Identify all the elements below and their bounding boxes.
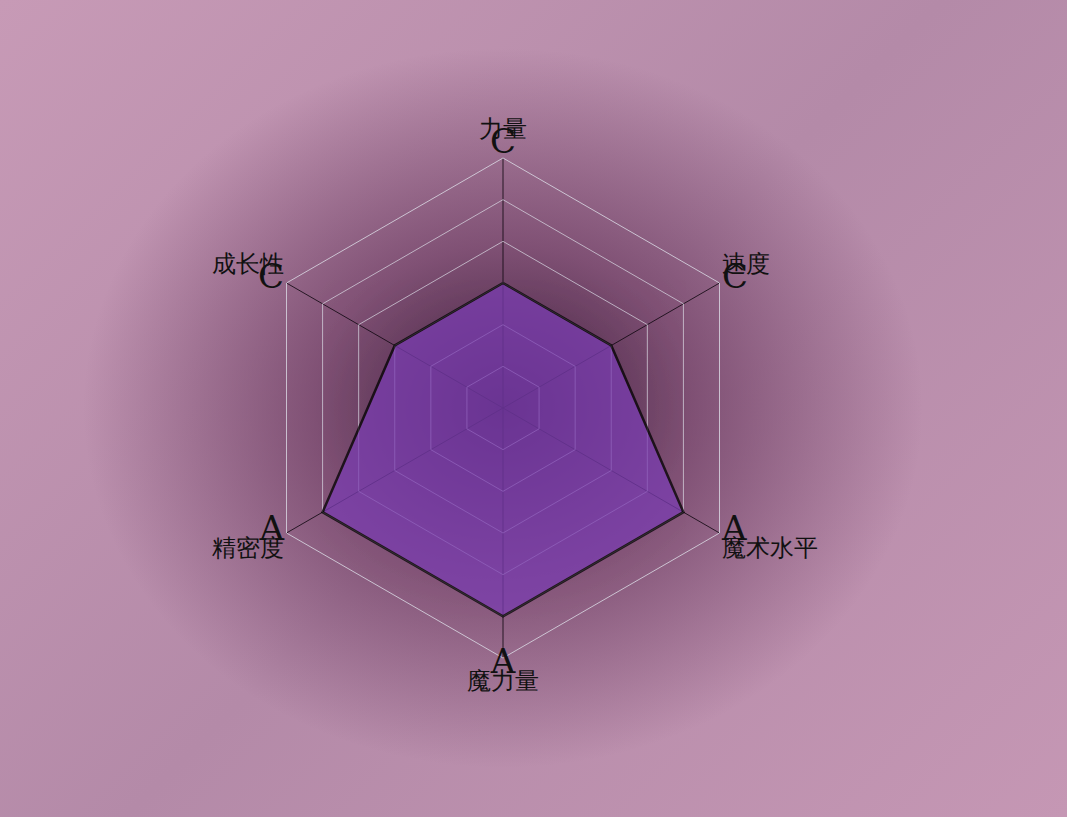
svg-text:力量C: 力量C: [479, 115, 527, 161]
svg-text:成长性C: 成长性C: [212, 250, 284, 296]
svg-text:A魔力量: A魔力量: [467, 641, 539, 695]
svg-text:速度C: 速度C: [722, 250, 770, 296]
svg-text:A魔术水平: A魔术水平: [721, 508, 818, 562]
svg-text:A精密度: A精密度: [212, 508, 284, 562]
